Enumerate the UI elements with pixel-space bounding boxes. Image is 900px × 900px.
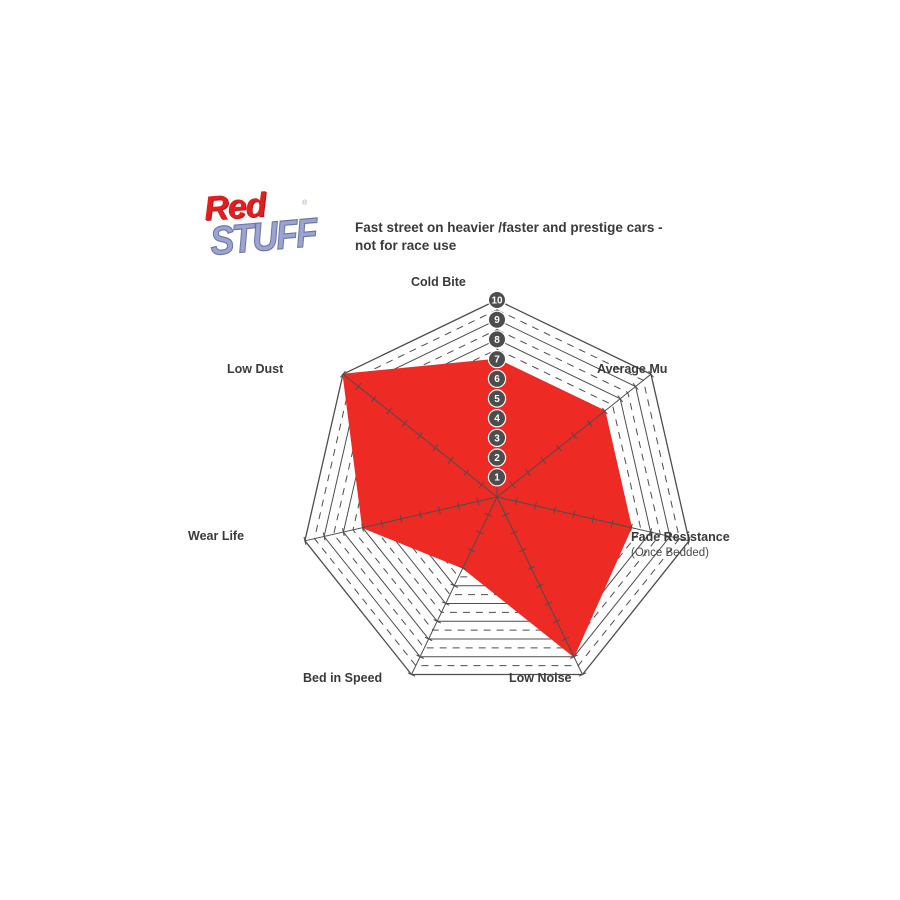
radar-tick-badge-8: 8: [487, 330, 507, 349]
svg-text:4: 4: [494, 414, 500, 425]
radar-tick-badge-5: 5: [487, 389, 507, 408]
svg-text:9: 9: [494, 315, 500, 326]
svg-text:7: 7: [494, 355, 500, 366]
chart-title-line2: not for race use: [355, 238, 457, 254]
redstuff-logo: Red ® STUFF: [196, 186, 319, 266]
logo-trademark-icon: ®: [302, 200, 308, 207]
axis-label-bed-in-speed: Bed in Speed: [303, 671, 383, 685]
svg-text:2: 2: [494, 453, 500, 464]
axis-label-wear-life: Wear Life: [188, 529, 245, 543]
radar-series-polygon: [342, 358, 632, 658]
axis-label-low-dust: Low Dust: [227, 362, 284, 376]
radar-tick-badges: 1 2 3 4 5 6 7 8 9 10: [487, 290, 507, 487]
axis-label-low-noise: Low Noise: [509, 671, 572, 685]
axis-label-cold-bite: Cold Bite: [411, 275, 466, 289]
axis-label-fade-resistance: Fade Resistance (Once Bedded): [631, 530, 730, 560]
radar-tick-badge-4: 4: [487, 408, 507, 428]
radar-tick-badge-7: 7: [487, 349, 507, 369]
svg-text:5: 5: [494, 394, 500, 405]
logo-text-stuff: STUFF: [208, 208, 319, 264]
axis-label-fade-resistance-text: Fade Resistance: [631, 530, 730, 544]
svg-text:3: 3: [494, 433, 500, 444]
radar-tick-badge-3: 3: [487, 428, 507, 448]
radar-tick-badge-9: 9: [487, 310, 507, 329]
svg-text:10: 10: [491, 295, 503, 306]
axis-label-average-mu: Average Mu: [597, 362, 668, 376]
radar-tick-badge-6: 6: [487, 369, 507, 389]
chart-title-line1: Fast street on heavier /faster and prest…: [355, 220, 663, 235]
radar-tick-badge-2: 2: [487, 448, 507, 467]
chart-title: Fast street on heavier /faster and prest…: [355, 219, 685, 255]
axis-label-fade-resistance-sub: (Once Bedded): [631, 546, 709, 559]
radar-tick-badge-1: 1: [487, 468, 507, 487]
svg-text:1: 1: [494, 473, 500, 484]
svg-text:8: 8: [494, 335, 500, 346]
radar-tick-badge-10: 10: [487, 290, 507, 310]
radar-chart: 1 2 3 4 5 6 7 8 9 10: [303, 290, 691, 677]
svg-text:6: 6: [494, 374, 500, 385]
